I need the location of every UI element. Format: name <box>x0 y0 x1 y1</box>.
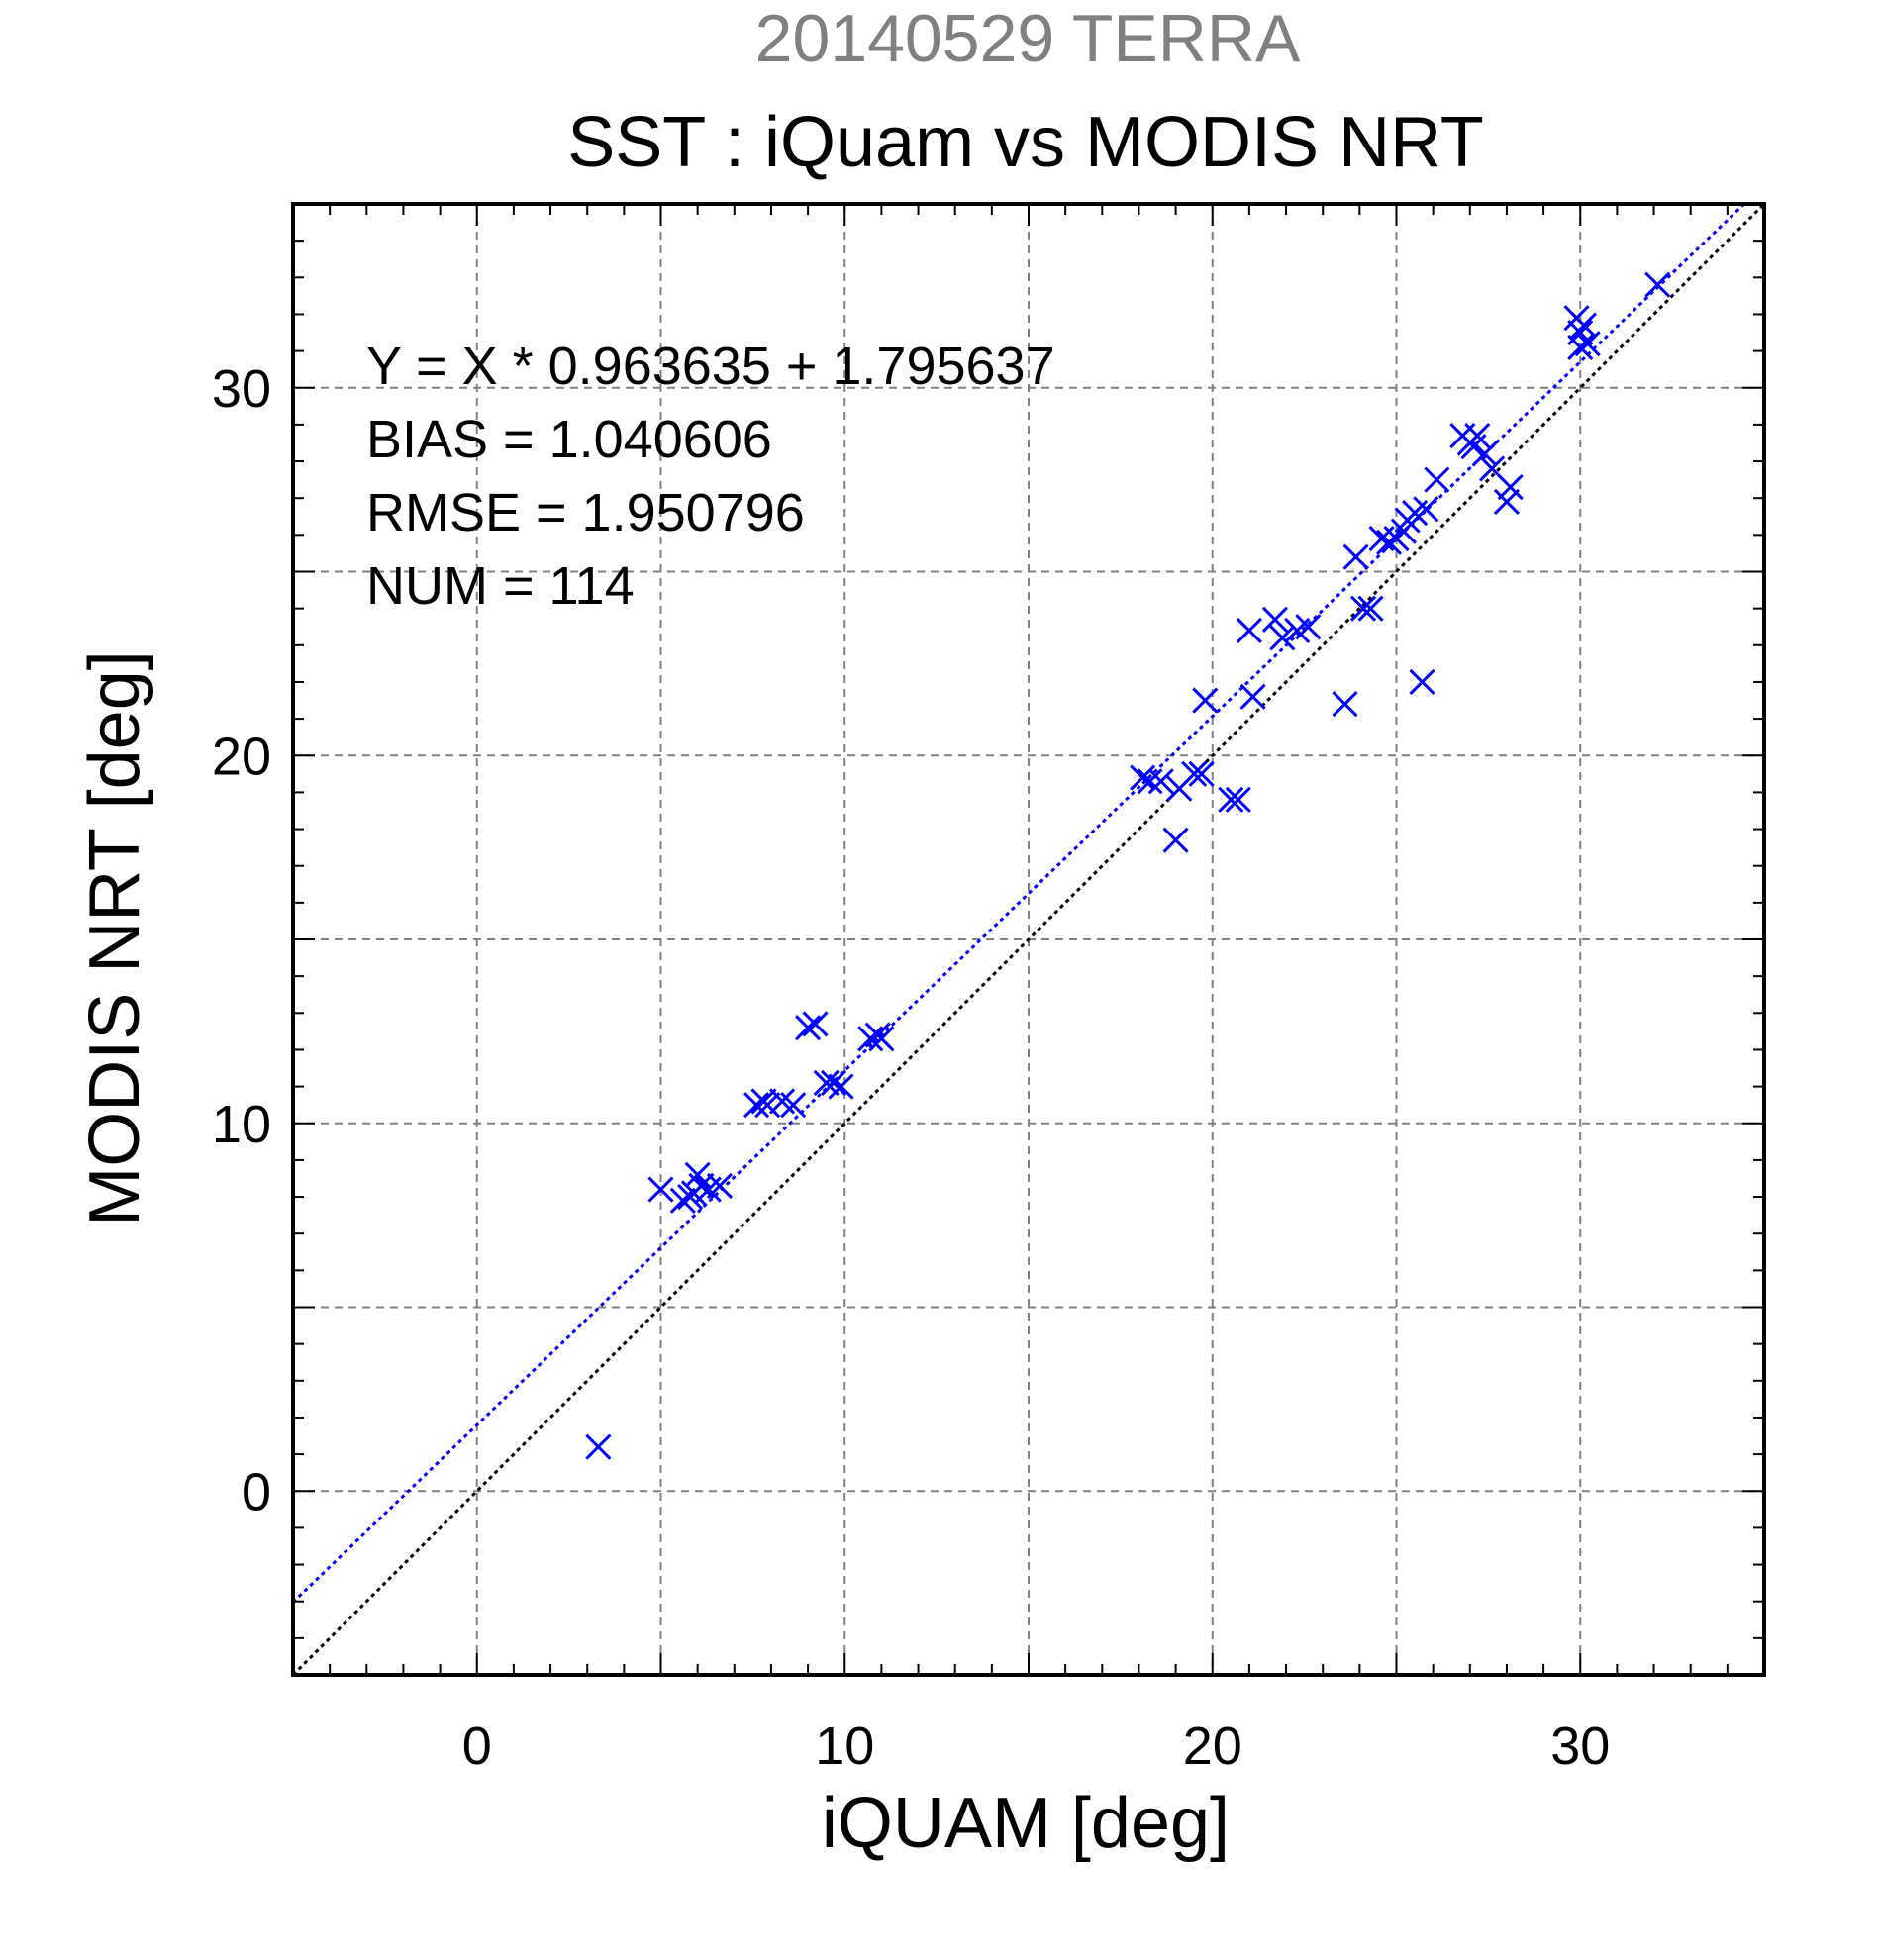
y-tick-label: 20 <box>212 727 271 786</box>
y-tick-label: 30 <box>212 359 271 419</box>
x-axis-label: iQUAM [deg] <box>822 1784 1230 1863</box>
data-point <box>1236 617 1262 644</box>
data-point <box>1493 488 1521 515</box>
data-point <box>647 1176 674 1203</box>
data-point <box>1376 529 1403 555</box>
data-point <box>1332 691 1358 718</box>
data-point <box>1269 625 1296 651</box>
stats-num: NUM = 114 <box>366 556 635 616</box>
chart-title: SST : iQuam vs MODIS NRT <box>567 103 1484 182</box>
data-point <box>1644 271 1671 298</box>
data-point <box>813 1069 840 1096</box>
data-point <box>754 1092 781 1119</box>
data-point <box>1261 606 1288 633</box>
stats-rmse: RMSE = 1.950796 <box>366 483 805 542</box>
data-point <box>1471 441 1498 467</box>
data-point <box>1497 473 1524 501</box>
data-point <box>1162 827 1189 853</box>
data-point <box>706 1172 734 1199</box>
data-point <box>780 1092 807 1119</box>
data-point <box>1424 466 1450 493</box>
data-point <box>857 1026 884 1052</box>
data-point <box>688 1172 715 1199</box>
y-tick-label: 0 <box>242 1462 271 1521</box>
data-point <box>1357 595 1384 622</box>
data-point <box>802 1011 829 1037</box>
data-point <box>1192 687 1219 714</box>
y-tick-label: 10 <box>212 1095 271 1154</box>
x-tick-label: 10 <box>815 1716 874 1776</box>
plot-frame <box>291 202 1766 1677</box>
stats-regression: Y = X * 0.963635 + 1.795637 <box>366 337 1055 396</box>
stats-box: Y = X * 0.963635 + 1.795637 BIAS = 1.040… <box>366 337 1055 616</box>
data-point <box>821 1069 847 1096</box>
stats-bias: BIAS = 1.040606 <box>366 410 772 469</box>
data-point <box>1181 760 1208 787</box>
chart-supertitle: 20140529 TERRA <box>755 1 1301 76</box>
data-point <box>743 1092 770 1119</box>
data-point <box>1567 334 1594 360</box>
data-point <box>1413 496 1439 523</box>
data-point <box>669 1187 696 1214</box>
data-point <box>1225 786 1251 813</box>
data-point <box>828 1073 854 1100</box>
data-point <box>1349 595 1377 622</box>
identity-line <box>293 204 1764 1675</box>
y-axis-label: MODIS NRT [deg] <box>75 650 154 1226</box>
data-point <box>1137 768 1163 795</box>
data-point <box>1409 668 1436 696</box>
data-point <box>1188 760 1215 787</box>
data-point <box>1295 614 1322 640</box>
x-tick-label: 30 <box>1550 1716 1610 1776</box>
data-point <box>1147 768 1174 795</box>
data-point <box>1218 786 1244 813</box>
data-point <box>1239 683 1266 710</box>
data-point <box>795 1015 822 1041</box>
plot-area: 0 10 20 30 0 10 20 30 <box>212 202 1766 1776</box>
data-point <box>585 1433 612 1460</box>
data-point <box>1342 543 1369 570</box>
x-tick-label: 20 <box>1183 1716 1242 1776</box>
data-point <box>1464 422 1491 449</box>
data-point <box>868 1026 895 1052</box>
x-tick-label: 0 <box>462 1716 492 1776</box>
data-point <box>1574 331 1601 357</box>
